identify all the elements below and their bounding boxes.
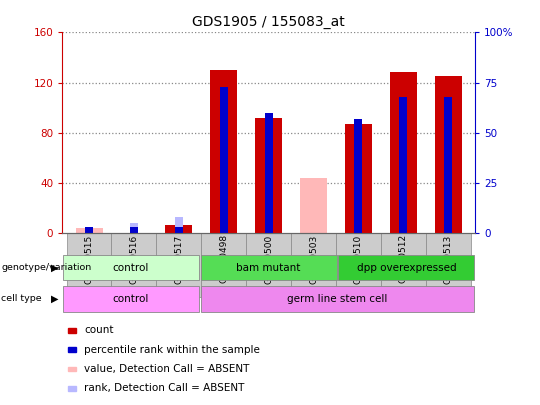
Bar [336, 233, 381, 297]
Bar [201, 233, 246, 297]
Text: ▶: ▶ [51, 294, 58, 304]
Bar [175, 227, 183, 233]
Bar [210, 70, 237, 233]
Bar [111, 233, 157, 297]
Bar [426, 233, 471, 297]
Bar [354, 119, 362, 233]
Bar [444, 96, 453, 233]
Title: GDS1905 / 155083_at: GDS1905 / 155083_at [192, 15, 345, 29]
Bar [300, 178, 327, 233]
Bar [63, 255, 199, 280]
Bar [130, 223, 138, 233]
Bar [165, 225, 192, 233]
Text: ▶: ▶ [51, 263, 58, 273]
Text: control: control [113, 263, 149, 273]
Bar [291, 233, 336, 297]
Text: control: control [113, 294, 149, 304]
Bar [246, 233, 291, 297]
Bar [66, 233, 111, 297]
Bar [157, 233, 201, 297]
Text: bam mutant: bam mutant [237, 263, 301, 273]
Bar [85, 227, 93, 233]
Text: value, Detection Call = ABSENT: value, Detection Call = ABSENT [84, 364, 249, 374]
Text: genotype/variation: genotype/variation [1, 263, 91, 272]
Text: germ line stem cell: germ line stem cell [287, 294, 388, 304]
Text: count: count [84, 325, 114, 335]
Bar [390, 72, 417, 233]
Bar [220, 87, 228, 233]
Bar [399, 96, 407, 233]
Bar [130, 227, 138, 233]
Bar [435, 76, 462, 233]
Bar [76, 228, 103, 233]
Text: percentile rank within the sample: percentile rank within the sample [84, 345, 260, 354]
Bar [175, 217, 183, 233]
Bar [85, 227, 93, 233]
Bar [201, 255, 336, 280]
Text: rank, Detection Call = ABSENT: rank, Detection Call = ABSENT [84, 384, 245, 393]
Text: dpp overexpressed: dpp overexpressed [356, 263, 456, 273]
Bar [381, 233, 426, 297]
Bar [265, 113, 273, 233]
Bar [201, 286, 474, 311]
Bar [255, 117, 282, 233]
Bar [345, 124, 372, 233]
Bar [63, 286, 199, 311]
Bar [339, 255, 474, 280]
Text: cell type: cell type [1, 294, 42, 303]
